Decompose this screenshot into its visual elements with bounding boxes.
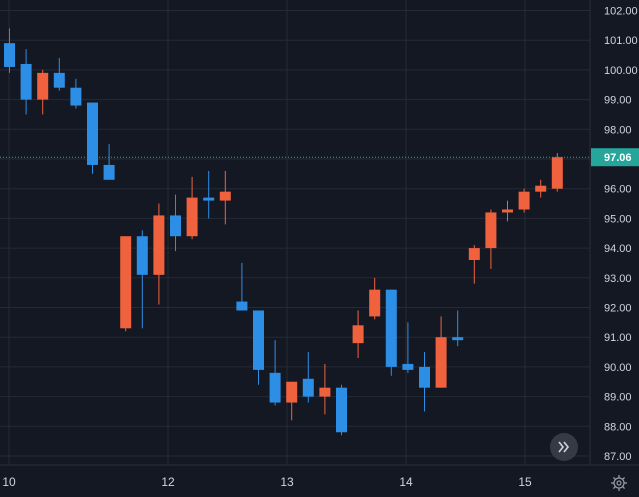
candle: [4, 28, 15, 73]
candle-body: [518, 191, 530, 210]
candle: [535, 179, 547, 198]
candle: [136, 230, 148, 329]
candle-body: [551, 157, 563, 189]
last-price-tag-label: 97.06: [604, 152, 632, 164]
double-chevron-right-icon: [558, 441, 570, 453]
candle: [203, 170, 215, 219]
candle-body: [37, 72, 49, 100]
candle-body: [253, 310, 264, 370]
candle: [336, 384, 347, 436]
y-tick-label: 102.00: [604, 6, 638, 18]
price-axis[interactable]: 102.00101.00100.0099.0098.0097.0096.0095…: [604, 6, 638, 464]
candle-body: [87, 102, 98, 165]
candle: [269, 340, 281, 406]
candle: [402, 322, 414, 373]
candle-body: [70, 87, 82, 106]
candle: [452, 310, 464, 347]
candle-body: [4, 43, 15, 67]
candle-body: [419, 366, 430, 388]
candle-body: [336, 387, 347, 433]
candle-body: [535, 185, 547, 192]
candle: [419, 352, 430, 412]
y-tick-label: 87.00: [604, 451, 632, 463]
candle: [551, 153, 563, 192]
candle-body: [485, 212, 497, 249]
candle: [485, 209, 497, 269]
candle: [103, 144, 115, 180]
candle-body: [236, 301, 248, 311]
y-tick-label: 98.00: [604, 124, 632, 136]
y-tick-label: 95.00: [604, 213, 632, 225]
candle-body: [435, 337, 447, 388]
y-tick-label: 92.00: [604, 303, 632, 315]
y-tick-label: 99.00: [604, 95, 632, 107]
candle: [170, 194, 181, 252]
candle: [20, 49, 32, 115]
x-tick-label: 15: [518, 475, 532, 489]
candle: [352, 310, 364, 358]
candle: [319, 363, 331, 415]
candle: [236, 262, 248, 311]
last-price-tag-bg: [591, 148, 639, 167]
y-tick-label: 101.00: [604, 35, 638, 47]
y-tick-label: 94.00: [604, 243, 632, 255]
candle-body: [352, 325, 364, 344]
y-tick-label: 91.00: [604, 332, 632, 344]
candle-body: [136, 236, 148, 275]
candle-body: [269, 372, 281, 403]
candle-body: [103, 164, 115, 180]
candle: [302, 352, 314, 403]
candle: [502, 200, 513, 222]
time-axis[interactable]: 10 12 13 14 15: [2, 475, 532, 489]
candle-body: [402, 363, 414, 370]
candle: [70, 78, 82, 109]
candle-body: [286, 381, 298, 403]
y-tick-label: 96.00: [604, 184, 632, 196]
y-tick-label: 90.00: [604, 362, 632, 374]
candle-body: [385, 289, 397, 367]
candle-body: [203, 197, 215, 201]
candle: [253, 310, 264, 385]
x-tick-label: 14: [399, 475, 413, 489]
candle: [435, 316, 447, 388]
candle-body: [369, 289, 381, 317]
candle-body: [452, 337, 464, 341]
y-tick-label: 88.00: [604, 421, 632, 433]
candle-body: [170, 215, 181, 237]
candle: [369, 277, 381, 320]
settings-gear-icon[interactable]: [611, 475, 627, 491]
candle-body: [319, 387, 331, 397]
candle-body: [186, 197, 198, 237]
scroll-to-realtime-button[interactable]: [550, 433, 578, 461]
candle-body: [468, 248, 480, 260]
candle: [518, 188, 530, 213]
candle: [385, 289, 397, 376]
candle: [153, 203, 165, 305]
candle-body: [302, 378, 314, 397]
x-tick-label: 13: [280, 475, 294, 489]
candle-body: [53, 72, 65, 88]
y-tick-label: 93.00: [604, 273, 632, 285]
candle-body: [20, 63, 32, 100]
candle-body: [153, 215, 165, 275]
candle-body: [120, 236, 132, 329]
candle-body: [219, 191, 231, 201]
candle-body: [502, 209, 513, 213]
x-tick-label: 10: [2, 475, 16, 489]
candles: [4, 28, 563, 436]
candle: [120, 236, 132, 332]
last-price-tag: 97.06: [591, 148, 639, 167]
candle: [186, 176, 198, 240]
x-tick-label: 12: [161, 475, 175, 489]
y-tick-label: 100.00: [604, 65, 638, 77]
candle: [286, 381, 298, 421]
y-tick-label: 89.00: [604, 392, 632, 404]
candle: [53, 58, 65, 91]
candle: [219, 170, 231, 225]
candle: [37, 69, 49, 115]
candle: [87, 102, 98, 174]
candle: [468, 245, 480, 284]
